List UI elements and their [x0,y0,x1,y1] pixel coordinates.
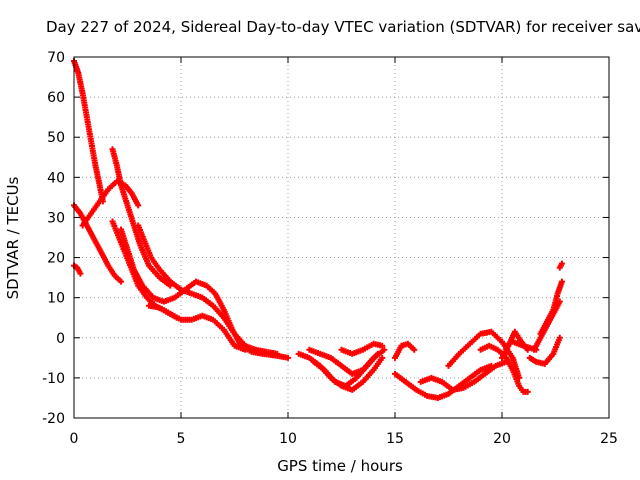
y-tick-label: -10 [42,371,65,387]
data-point [558,278,565,285]
series-arc-23 [537,278,565,337]
series-arc-24 [556,260,565,271]
series-arc-1 [71,262,84,277]
data-point [379,342,386,349]
y-tick-label: 50 [47,130,65,146]
data-point [274,350,281,357]
x-axis-title: GPS time / hours [277,457,403,475]
y-tick-label: 70 [47,50,65,66]
x-tick-label: 5 [177,431,186,447]
y-tick-label: 60 [47,90,65,106]
x-tick-label: 20 [493,431,511,447]
data-point [242,346,249,353]
x-tick-label: 15 [386,431,404,447]
series-arc-2 [71,202,125,285]
series-arc-3 [71,58,106,205]
y-tick-label: 30 [47,210,65,226]
y-axis: -20 -10 0 10 20 30 40 50 60 70 [42,50,609,427]
y-tick-label: 40 [47,170,65,186]
series-arc-8 [135,222,281,357]
x-tick-label: 10 [279,431,297,447]
plot-frame [73,56,610,419]
x-axis: 0 5 10 15 20 25 [70,57,618,447]
y-tick-label: 10 [47,291,65,307]
series-arc-14 [392,340,418,361]
chart-title: Day 227 of 2024, Sidereal Day-to-day VTE… [46,18,640,36]
data-point [77,270,84,277]
data-point [285,354,291,361]
x-tick-label: 0 [70,431,79,447]
series-arc-12 [310,350,381,389]
series-arc-9 [145,302,249,353]
series-arc-13 [338,340,386,357]
data-point [381,346,388,353]
data-point [556,334,563,341]
y-axis-title: SDTVAR / TECUs [4,176,22,299]
data-point [135,202,142,209]
data-point [524,388,531,395]
series-arc-5 [109,146,174,289]
data-point [556,298,563,305]
data-point [558,260,565,267]
data-point [118,278,125,285]
series-arc-16 [417,358,510,393]
x-tick-label: 25 [600,431,618,447]
data-point [374,350,381,357]
y-tick-label: 20 [47,251,65,267]
data-point [379,354,386,361]
data-point [411,346,418,353]
y-tick-label: 0 [56,331,65,347]
data-points [71,58,565,401]
y-tick-label: -20 [42,411,65,427]
series-arc-21 [526,334,563,367]
